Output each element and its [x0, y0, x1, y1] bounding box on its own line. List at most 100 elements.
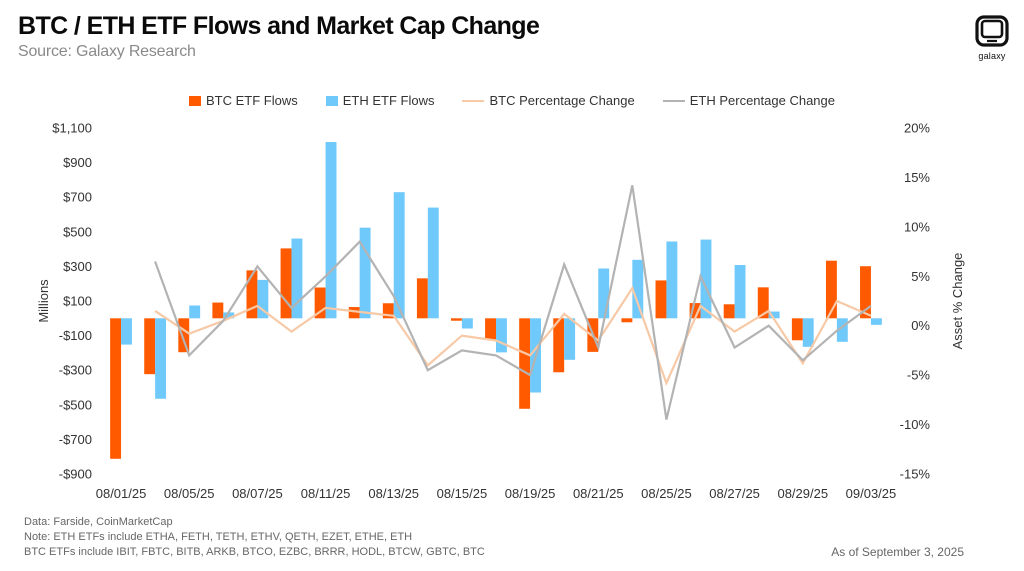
galaxy-logo-icon [975, 15, 1009, 47]
x-axis-tick-label: 08/07/25 [232, 486, 283, 501]
btc-flow-bar [110, 318, 122, 459]
legend-swatch-btc-flows [189, 95, 201, 106]
eth-flow-bar [496, 318, 507, 353]
eth-flow-bar [359, 227, 371, 319]
btc-flow-bar [382, 303, 394, 319]
y2-axis-tick-label: 20% [904, 121, 930, 136]
x-axis-tick-label: 08/11/25 [301, 486, 351, 501]
chart-axes: $1,100 $900 $700 $500 $300 $100 -$100 -$300 -$50… [36, 121, 965, 502]
chart-title: BTC / ETH ETF Flows and Market Cap Chang… [18, 12, 540, 40]
footer-note-btc: BTC ETFs include IBIT, FBTC, BITB, ARKB,… [24, 546, 485, 558]
y2-axis-tick-label: 0% [911, 318, 930, 333]
btc-flow-bar [723, 304, 735, 319]
y-axis-tick-label: -$500 [59, 397, 92, 412]
eth-flow-bar [325, 142, 337, 319]
y2-axis-tick-label: 15% [904, 170, 930, 185]
eth-flow-bar [598, 268, 610, 319]
y-axis-tick-label: $1,100 [52, 121, 92, 136]
y-axis-title: Millions [36, 279, 51, 323]
y-axis-tick-label: -$900 [59, 467, 92, 482]
btc-flow-bar [144, 318, 156, 375]
eth-flow-bar [802, 318, 814, 347]
btc-percentage-line [154, 285, 872, 387]
x-axis-tick-label: 08/13/25 [368, 486, 419, 501]
y-axis-tick-label: $300 [63, 259, 92, 274]
btc-flow-bar [348, 307, 360, 319]
percentage-lines [154, 185, 872, 420]
x-axis-tick-label: 08/27/25 [709, 486, 760, 501]
y-axis-tick-label: -$100 [59, 328, 92, 343]
footer-as-of-date: As of September 3, 2025 [831, 545, 964, 559]
y-axis-tick-label: $900 [63, 155, 92, 170]
eth-flow-bar [461, 318, 473, 329]
x-axis-tick-label: 09/03/25 [846, 486, 897, 501]
eth-flow-bar [291, 238, 303, 319]
legend-item-btc-change: BTC Percentage Change [462, 93, 635, 108]
btc-flow-bar [280, 248, 292, 319]
y-axis-tick-label: $700 [63, 190, 92, 205]
x-axis-tick-label: 08/21/25 [573, 486, 624, 501]
btc-flow-bar [519, 318, 531, 409]
btc-flow-bar [825, 260, 837, 319]
legend-item-btc-flows: BTC ETF Flows [189, 93, 298, 108]
btc-flow-bar [553, 318, 565, 373]
legend-label-eth-change: ETH Percentage Change [689, 93, 835, 108]
btc-flow-bar [621, 318, 633, 323]
eth-flow-bar [155, 318, 167, 399]
btc-flow-bar [314, 287, 326, 319]
btc-flow-bar [655, 280, 667, 319]
x-axis-tick-label: 08/05/25 [164, 486, 215, 501]
eth-flow-bar [257, 279, 269, 319]
legend-label-eth-flows: ETH ETF Flows [342, 93, 435, 108]
chart-legend: BTC ETF Flows ETH ETF Flows BTC Percenta… [0, 93, 1024, 108]
footer-data-source: Data: Farside, CoinMarketCap [24, 516, 173, 528]
x-axis-tick-label: 08/29/25 [777, 486, 828, 501]
eth-flow-bar [870, 318, 882, 325]
x-axis-tick-label: 08/25/25 [641, 486, 692, 501]
eth-flow-bar [768, 311, 780, 319]
legend-swatch-btc-change [462, 99, 485, 102]
eth-flow-bars [121, 142, 882, 399]
x-axis-tick-label: 08/15/25 [437, 486, 488, 501]
chart-subtitle: Source: Galaxy Research [18, 43, 196, 60]
btc-flow-bar [689, 303, 701, 319]
x-axis-tick-label: 08/01/25 [96, 486, 147, 501]
btc-flow-bar [246, 270, 258, 319]
y2-axis-tick-label: -10% [900, 417, 931, 432]
y2-axis-tick-label: -15% [900, 467, 931, 482]
eth-flow-bar [427, 207, 439, 319]
eth-flow-bar [393, 192, 405, 319]
y2-axis-tick-label: 10% [904, 219, 930, 234]
legend-item-eth-flows: ETH ETF Flows [325, 93, 435, 108]
legend-label-btc-flows: BTC ETF Flows [206, 93, 298, 108]
y2-axis-tick-label: 5% [911, 269, 930, 284]
btc-flow-bar [757, 287, 769, 319]
legend-item-eth-change: ETH Percentage Change [662, 93, 835, 108]
y-axis-tick-label: $500 [63, 224, 92, 239]
eth-flow-bar [121, 318, 132, 345]
eth-flow-bar [564, 318, 576, 360]
legend-swatch-eth-change [662, 99, 685, 102]
eth-flow-bar [189, 305, 201, 319]
btc-flow-bar [178, 318, 190, 353]
btc-flow-bar [451, 318, 462, 321]
y2-axis-title: Asset % Change [950, 253, 965, 350]
btc-flow-bar [212, 302, 224, 319]
eth-flow-bar [223, 312, 235, 319]
y-axis-tick-label: $100 [63, 294, 92, 309]
eth-flow-bar [666, 241, 678, 319]
eth-percentage-line [154, 185, 872, 420]
y2-axis-tick-label: -5% [907, 368, 931, 383]
footer-note-eth: Note: ETH ETFs include ETHA, FETH, TETH,… [24, 531, 413, 543]
logo-text: galaxy [978, 51, 1006, 61]
legend-swatch-eth-flows [325, 95, 338, 106]
btc-flow-bar [485, 318, 496, 340]
y-axis-tick-label: -$700 [59, 432, 92, 447]
btc-flow-bar [416, 278, 428, 319]
legend-label-btc-change: BTC Percentage Change [489, 93, 635, 108]
eth-flow-bar [734, 265, 746, 319]
eth-flow-bar [632, 259, 644, 319]
x-axis-tick-label: 08/19/25 [505, 486, 556, 501]
btc-flow-bar [791, 318, 803, 341]
